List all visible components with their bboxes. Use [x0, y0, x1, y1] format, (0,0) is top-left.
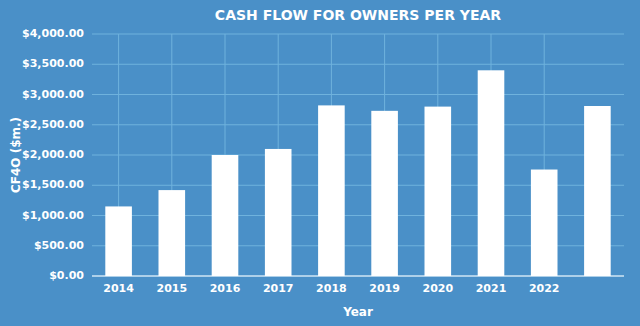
bar: [478, 70, 505, 276]
x-axis-label: Year: [342, 305, 373, 319]
y-tick-label: $3,000.00: [22, 88, 84, 101]
y-tick-label: $1,000.00: [22, 209, 84, 222]
bar: [212, 155, 239, 276]
bar: [584, 106, 611, 276]
bar: [159, 190, 186, 276]
chart-svg: $0.00 $500.00 $1,000.00 $1,500.00 $2,000.00 $…: [0, 0, 640, 326]
x-tick-label: 2016: [210, 282, 241, 295]
bar: [265, 149, 292, 276]
x-tick-label: 2014: [103, 282, 134, 295]
x-tick-label: 2019: [369, 282, 400, 295]
bar: [105, 206, 132, 276]
bar: [531, 170, 558, 276]
x-tick-label: 2018: [316, 282, 347, 295]
y-tick-label: $1,500.00: [22, 178, 84, 191]
grid: [92, 34, 624, 276]
chart-container: $0.00 $500.00 $1,000.00 $1,500.00 $2,000.00 $…: [0, 0, 640, 326]
x-tick-label: 2021: [476, 282, 507, 295]
y-tick-label: $4,000.00: [22, 27, 84, 40]
axes: $0.00 $500.00 $1,000.00 $1,500.00 $2,000.00 $…: [22, 27, 624, 295]
y-axis-label: CF4O ($m.): [9, 117, 23, 193]
bar: [425, 107, 452, 276]
y-tick-label: $500.00: [34, 239, 84, 252]
y-tick-label: $2,500.00: [22, 118, 84, 131]
x-tick-label: 2020: [422, 282, 453, 295]
chart-title: CASH FLOW FOR OWNERS PER YEAR: [215, 7, 501, 23]
y-tick-label: $3,500.00: [22, 57, 84, 70]
x-tick-label: 2017: [263, 282, 294, 295]
bar: [318, 105, 345, 276]
bar: [371, 111, 398, 276]
bars: [105, 70, 610, 276]
x-tick-label: 2015: [156, 282, 187, 295]
y-tick-label: $2,000.00: [22, 148, 84, 161]
y-tick-label: $0.00: [49, 269, 84, 282]
x-tick-label: 2022: [529, 282, 560, 295]
